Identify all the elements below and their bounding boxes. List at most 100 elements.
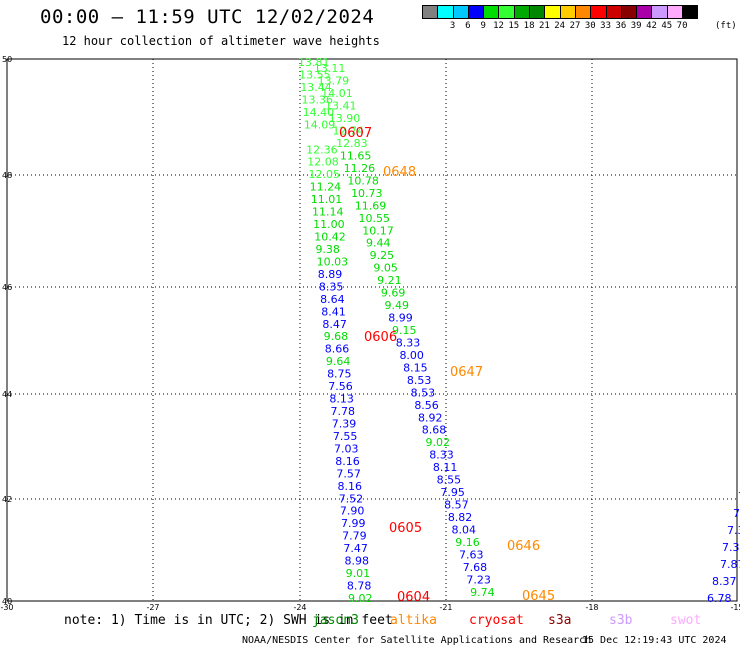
swh-track-value: 7.68 [463,561,488,574]
legend-item-altika: altika [390,613,437,628]
colorbar-tick-label: 9 [480,21,486,31]
lon-tick-label: -30 [0,603,13,612]
swh-track-value: 13.81 [298,56,330,69]
colorbar-tick-label: 70 [676,21,688,31]
colorbar-legend [422,5,699,19]
swh-track-value: 8.41 [321,305,346,318]
swh-track-value: 12.83 [336,137,368,150]
pass-time-label: 0648 [383,165,416,180]
swh-track-value: 8.35 [319,280,344,293]
legend-item-s3a: s3a [548,613,572,628]
swh-track-value: 9.16 [455,536,480,549]
colorbar-tick-label: 45 [661,21,673,31]
swh-track-value: 9.64 [326,355,351,368]
pass-time-label: 0606 [364,330,397,345]
swh-track-value: 8.55 [437,474,462,487]
swh-track-value: 12.08 [307,156,339,169]
swh-track-value: 7.90 [340,505,365,518]
swh-track-value: 11.14 [312,206,344,219]
swh-track-value: 11.24 [310,181,342,194]
pass-time-label: 0646 [507,539,540,554]
swh-track-value: 7.52 [339,492,364,505]
swh-track-value: 13.90 [329,112,361,125]
lat-tick-label: 42 [2,495,12,504]
swh-track-value: 8.16 [335,455,360,468]
swh-track-value: 8.00 [399,349,424,362]
swh-track-value: 7.35 [722,541,740,554]
swh-track-value: 9.44 [366,237,391,250]
swh-track-value: 8.53 [411,386,436,399]
swh-track-value: 9.15 [392,324,417,337]
colorbar-tick-label: 15 [508,21,520,31]
swh-track-value: 9.69 [381,287,406,300]
footer-note: note: 1) Time is in UTC; 2) SWH is in fe… [64,613,393,628]
pass-time-label: 0604 [397,590,430,605]
swh-track-value: 7.39 [332,417,357,430]
swh-track-value: 9.38 [315,243,340,256]
swh-track-value: 7.55 [333,430,358,443]
swh-track-value: 8.78 [347,580,372,593]
swh-track-value: 9.25 [370,249,395,262]
colorbar-unit: (ft) [715,21,737,31]
swh-track-value: 11.00 [313,218,345,231]
swh-track-value: 8.92 [418,411,443,424]
pass-time-label: 0647 [450,365,483,380]
lon-tick-label: -15 [730,603,740,612]
swh-track-value: 12.74 [332,125,364,138]
swh-track-value: 7.5 [738,490,740,503]
swh-track-value: 7.23 [466,573,491,586]
swh-track-value: 6.78 [707,592,732,605]
swh-track-value: 8.11 [433,461,458,474]
swh-track-value: 10.55 [359,212,391,225]
swh-track-value: 8.13 [329,393,354,406]
swh-track-value: 7.87 [720,558,740,571]
swh-track-value: 10.73 [351,187,383,200]
swh-track-value: 13.41 [325,100,357,113]
swh-track-value: 8.99 [388,312,413,325]
colorbar-tick-label: 3 [449,21,456,31]
swh-track-value: 8.37 [712,575,737,588]
swh-track-value: 7.95 [440,486,465,499]
swh-track-value: 13.11 [314,62,346,75]
swh-track-value: 7.47 [343,542,368,555]
swh-track-value: 9.49 [385,299,410,312]
swh-track-value: 14.09 [304,118,336,131]
swh-track-value: 8.15 [403,361,428,374]
swh-track-value: 8.98 [345,555,370,568]
swh-track-value: 9.21 [377,274,402,287]
colorbar-tick-label: 30 [584,21,596,31]
swh-track-value: 7.39 [727,524,740,537]
lat-tick-label: 46 [2,283,12,292]
lon-tick-label: -27 [146,603,159,612]
swh-track-value: 9.05 [373,262,398,275]
lon-tick-label: -24 [293,603,306,612]
colorbar-labels: 3 6 9 12 15 18 21 24 27 30 33 36 39 42 45 70 (ft) [422,21,740,33]
colorbar-tick-label: 24 [554,21,566,31]
lon-tick-label: -21 [439,603,452,612]
swh-track-value: 9.02 [425,436,450,449]
lat-tick-label: 48 [2,171,12,180]
swh-track-value: 13.79 [318,75,350,88]
swh-track-value: 9.68 [324,330,349,343]
colorbar-swatch [682,5,699,19]
swh-track-value: 8.64 [320,293,345,306]
swh-track-value: 8.16 [338,480,363,493]
colorbar-tick-label: 39 [630,21,642,31]
swh-track-value: 8.04 [452,523,477,536]
swh-track-value: 8.89 [318,268,343,281]
swh-track-value: 7.79 [342,530,367,543]
colorbar-tick-label: 21 [538,21,550,31]
swh-track-value: 8.57 [444,499,469,512]
generated-timestamp: 15 Dec 12:19:43 UTC 2024 [582,635,727,646]
swh-track-value: 11.65 [340,149,372,162]
swh-track-value: 11.01 [311,193,343,206]
lat-tick-label: 40 [2,597,12,606]
swh-track-value: 8.75 [327,368,352,381]
colorbar-tick-label: 33 [600,21,612,31]
swh-track-value: 7.03 [334,442,359,455]
pass-time-label: 0605 [389,521,422,536]
swh-track-value: 9.01 [346,567,371,580]
swh-track-value: 10.17 [362,224,394,237]
swh-track-value: 12.36 [306,143,338,156]
